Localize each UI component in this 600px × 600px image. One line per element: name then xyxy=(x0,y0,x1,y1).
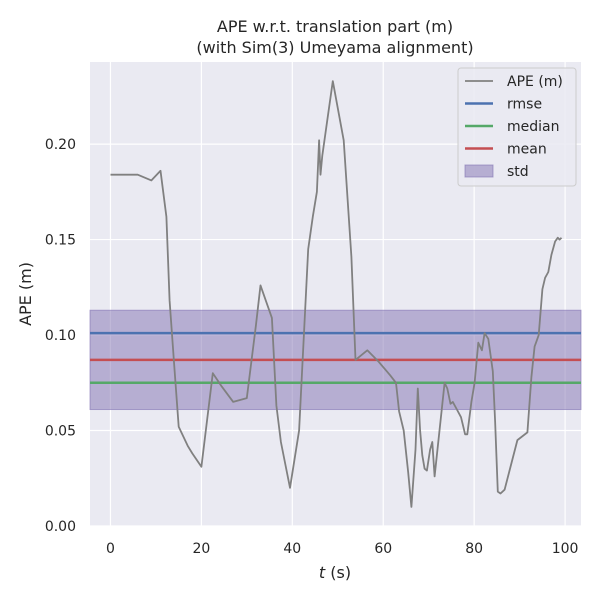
y-tick-label: 0.00 xyxy=(45,519,76,535)
x-tick-label: 80 xyxy=(465,541,483,557)
chart-title-line1: APE w.r.t. translation part (m) xyxy=(217,17,453,36)
y-tick-labels: 0.00 0.05 0.10 0.15 0.20 xyxy=(45,137,76,535)
x-tick-labels: 0 20 40 60 80 100 xyxy=(106,541,578,557)
y-tick-label: 0.20 xyxy=(45,137,76,153)
x-tick-label: 0 xyxy=(106,541,115,557)
x-tick-label: 20 xyxy=(192,541,210,557)
ape-series-line xyxy=(110,80,563,508)
y-tick-label: 0.15 xyxy=(45,233,76,249)
legend-label-median: median xyxy=(507,119,559,135)
x-axis-label: t (s) xyxy=(319,563,351,582)
legend-swatch-std xyxy=(464,164,494,178)
x-tick-label: 40 xyxy=(283,541,301,557)
x-tick-label: 60 xyxy=(374,541,392,557)
legend-frame xyxy=(457,67,577,187)
x-tick-label: 100 xyxy=(552,541,579,557)
legend-label-mean: mean xyxy=(507,142,547,158)
x-gridlines xyxy=(109,62,566,526)
legend: APE (m) rmse median mean std xyxy=(457,67,577,187)
x-axis-unit: (s) xyxy=(325,563,351,582)
legend-label-rmse: rmse xyxy=(507,97,542,113)
y-axis-label: APE (m) xyxy=(16,262,35,326)
legend-label-std: std xyxy=(507,164,529,180)
x-axis-variable: t xyxy=(319,563,326,582)
legend-label-APE (m): APE (m) xyxy=(507,74,563,90)
y-tick-label: 0.10 xyxy=(45,328,76,344)
ape-series-layer xyxy=(110,80,563,508)
y-tick-label: 0.05 xyxy=(45,424,76,440)
chart-title-line2: (with Sim(3) Umeyama alignment) xyxy=(196,38,473,57)
legend-items: APE (m) rmse median mean std xyxy=(464,74,563,180)
